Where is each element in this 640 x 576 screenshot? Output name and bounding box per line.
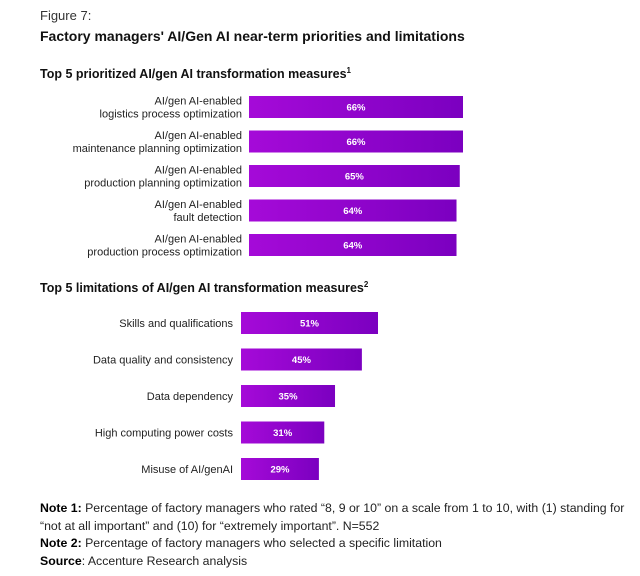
data-label: 65% [345,172,365,183]
data-label: 51% [300,319,320,330]
category-label: AI/gen AI-enabled [155,165,242,177]
category-label: fault detection [174,212,243,224]
bar [241,348,362,371]
note-2-text: Percentage of factory managers who selec… [81,536,442,550]
category-label: logistics process optimization [100,109,242,121]
source: Source: Accenture Research analysis [40,553,630,571]
figure-title: Factory managers' AI/Gen AI near-term pr… [40,28,465,44]
chart-1-title-footnote: 1 [346,66,351,75]
chart-2: 51% Skills and qualifications 45% Data qual… [93,312,378,480]
figure-label: Figure 7: [40,8,92,23]
data-label: 66% [346,137,366,148]
chart-2-title: Top 5 limitations of AI/gen AI transform… [40,280,368,295]
bar [249,96,463,118]
category-label: production process optimization [87,247,242,259]
bar [241,421,325,444]
data-label: 31% [273,428,293,439]
bar [241,312,378,334]
chart-2-title-text: Top 5 limitations of AI/gen AI transform… [40,281,364,296]
category-label: AI/gen AI-enabled [155,130,242,142]
data-label: 29% [270,465,290,476]
data-label: 66% [346,103,366,114]
data-label: 45% [292,355,312,366]
category-label: AI/gen AI-enabled [155,234,242,246]
note-2: Note 2: Percentage of factory managers w… [40,535,630,553]
category-label: Skills and qualifications [119,318,233,330]
note-1-text: Percentage of factory managers who rated… [40,501,625,533]
category-label: Data dependency [147,391,234,403]
category-label: AI/gen AI-enabled [155,96,242,108]
source-text: : Accenture Research analysis [81,553,248,568]
data-label: 64% [343,206,363,217]
bar [249,130,463,153]
source-label: Source [40,553,82,568]
bar [241,458,319,480]
category-label: AI/gen AI-enabled [155,199,242,211]
note-2-label: Note 2: [40,536,82,550]
chart-1-title-text: Top 5 prioritized AI/gen AI transformati… [40,67,347,82]
bar [249,234,457,256]
data-label: 64% [343,241,363,252]
bar [249,199,457,222]
category-label: High computing power costs [95,428,234,440]
chart-2-title-footnote: 2 [363,280,369,289]
chart-1-title: Top 5 prioritized AI/gen AI transformati… [40,66,351,81]
data-label: 35% [279,392,299,403]
category-label: Data quality and consistency [93,355,234,367]
note-1: Note 1: Percentage of factory managers w… [40,500,630,535]
category-label: maintenance planning optimization [73,143,242,155]
category-label: production planning optimization [84,178,242,190]
notes: Note 1: Percentage of factory managers w… [40,500,630,570]
bar [241,385,336,407]
note-1-label: Note 1: [40,501,82,515]
bar [249,165,460,187]
category-label: Misuse of AI/genAI [141,464,233,476]
